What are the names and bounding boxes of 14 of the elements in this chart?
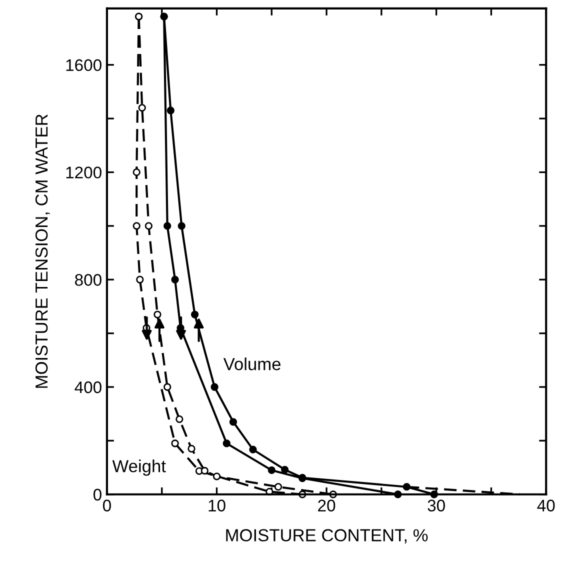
x-tick-label: 40 — [537, 500, 555, 512]
y-tick-label: 400 — [74, 381, 102, 394]
y-tick-label: 1600 — [66, 59, 102, 72]
y-tick-label: 0 — [93, 488, 102, 501]
annotation: Weight — [112, 460, 166, 476]
x-tick-label: 30 — [428, 500, 445, 512]
x-tick-label: 20 — [318, 500, 336, 512]
y-tick-label: 800 — [75, 274, 102, 286]
x-tick-label: 10 — [208, 500, 226, 512]
x-tick-label: 0 — [102, 500, 111, 512]
annotation: Volume — [223, 358, 280, 370]
y-axis-title: MOISTURE TENSION, CM WATER — [35, 114, 50, 388]
x-axis-title: MOISTURE CONTENT, % — [226, 529, 428, 544]
y-tick-label: 1200 — [66, 166, 102, 178]
